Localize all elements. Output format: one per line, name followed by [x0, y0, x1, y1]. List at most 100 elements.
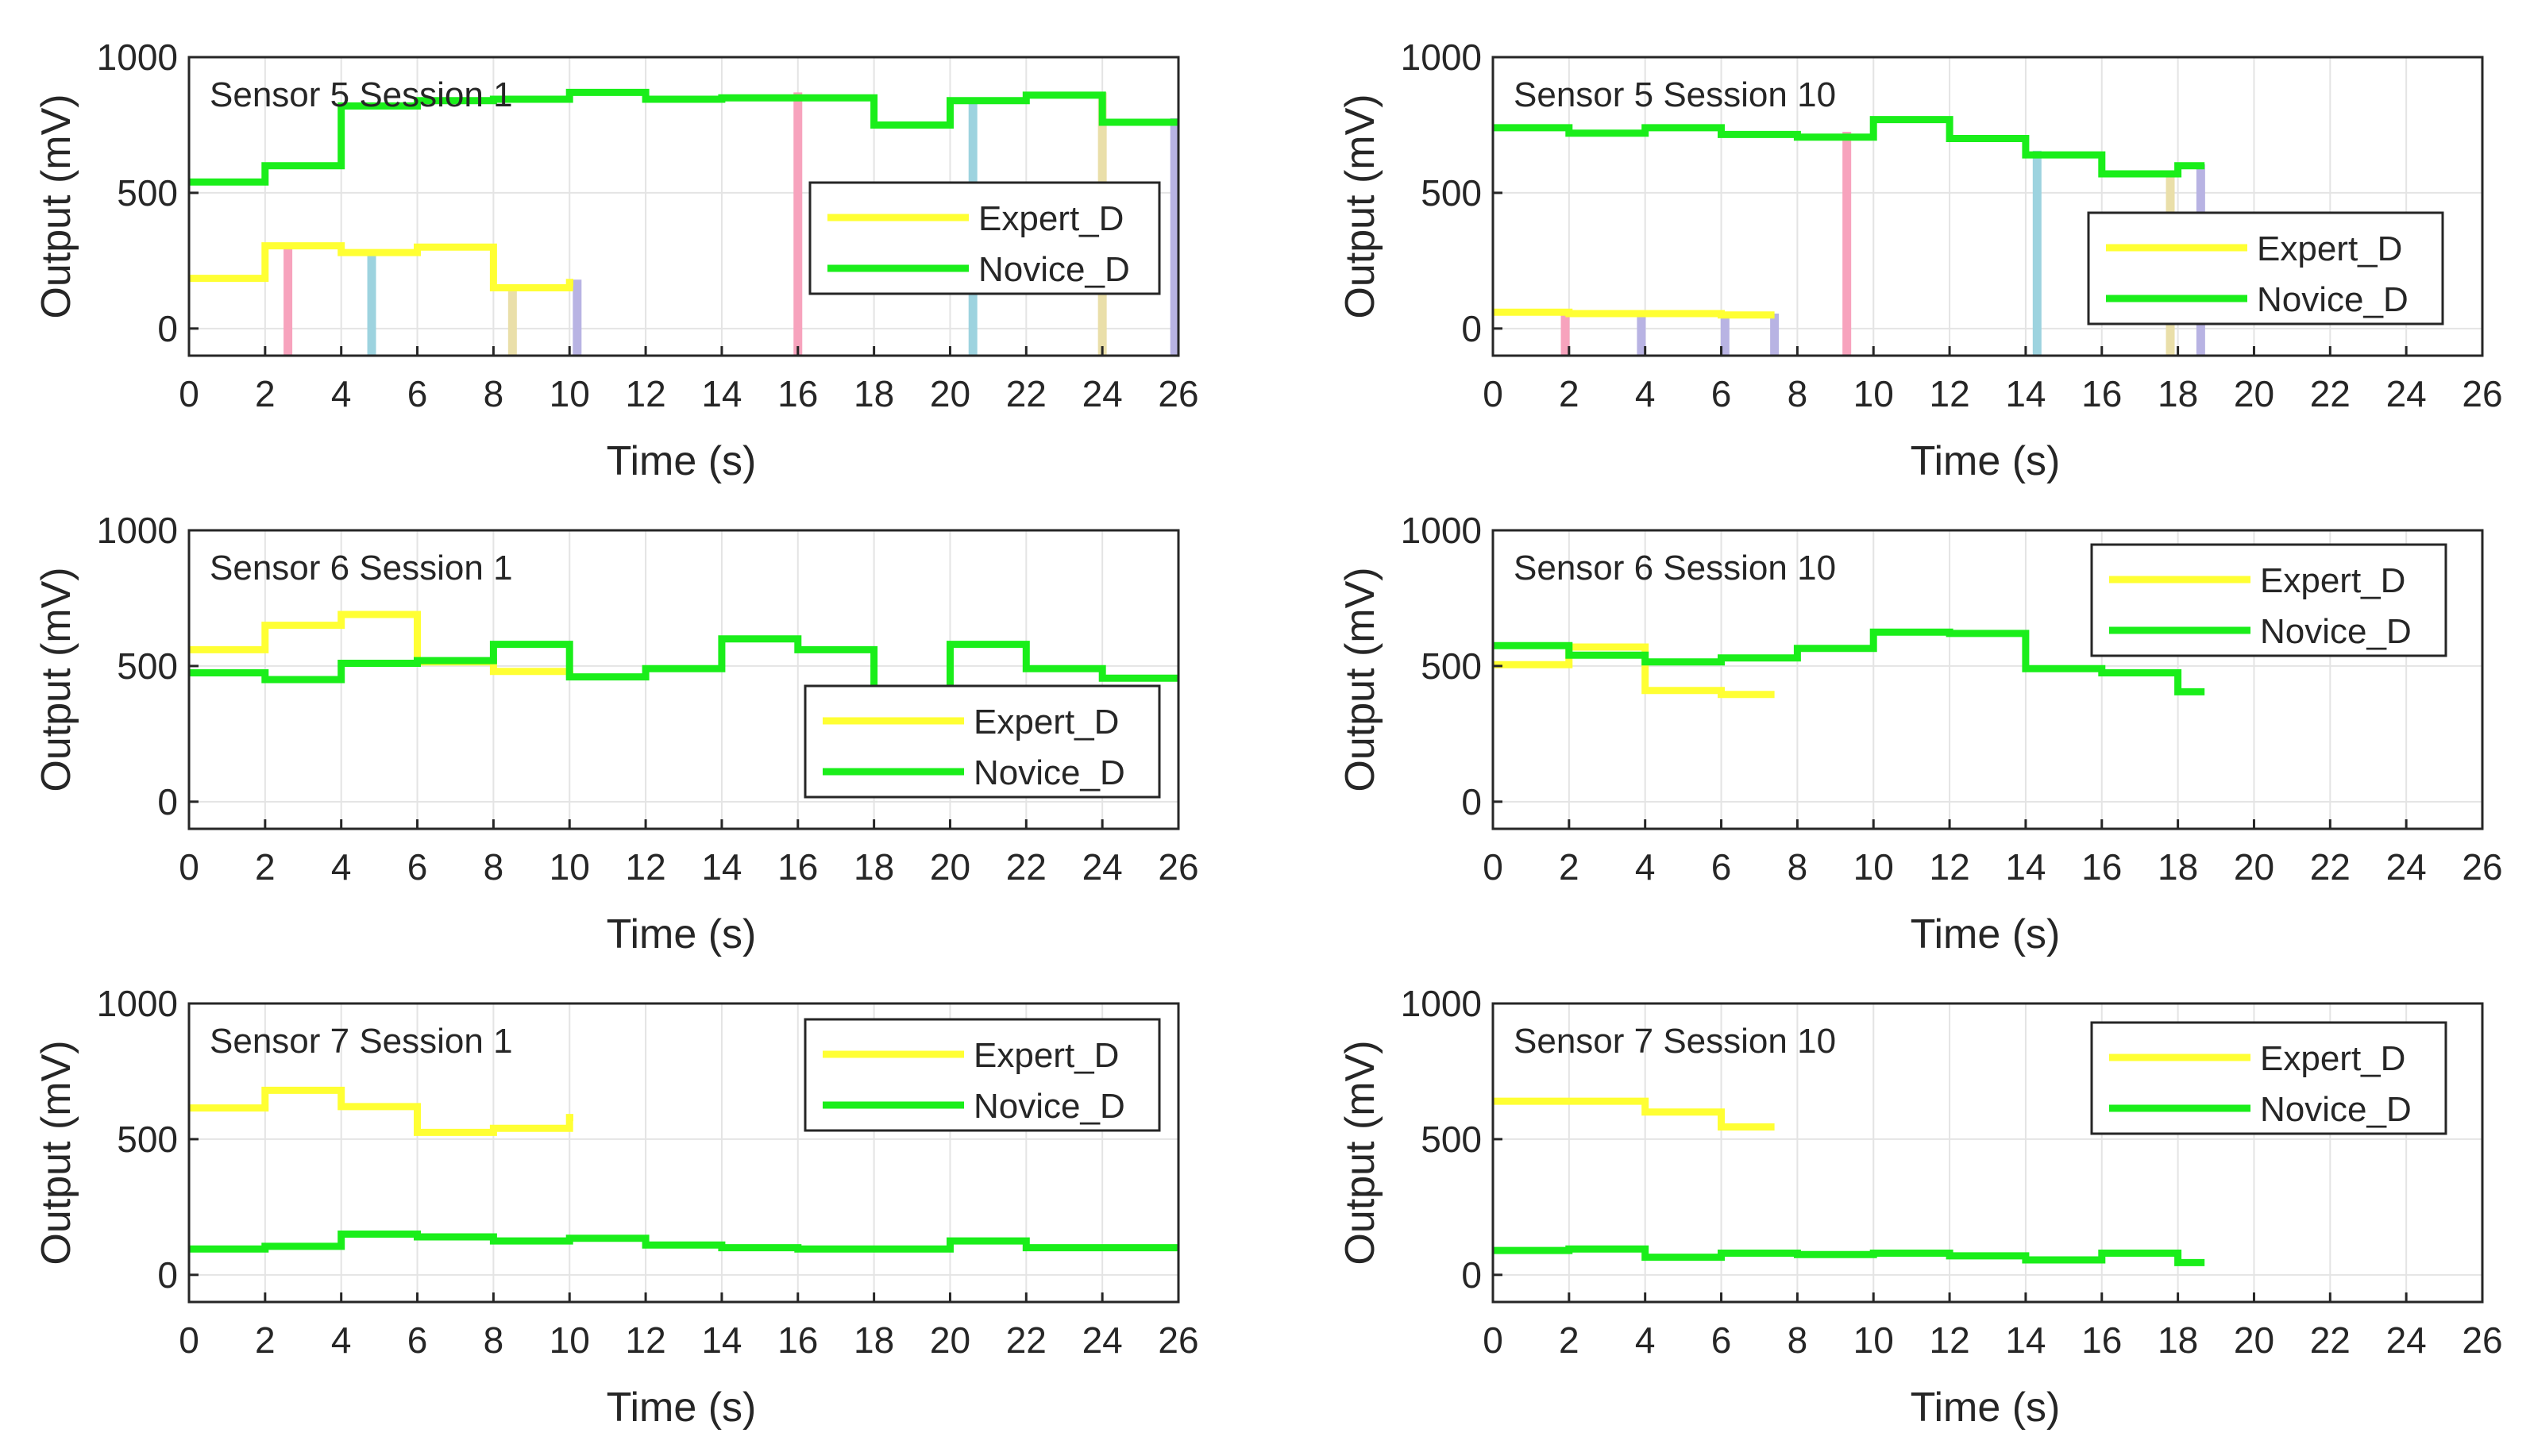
y-tick-label: 0 [157, 1254, 178, 1296]
data-series [189, 611, 1178, 695]
y-tick-label: 1000 [1401, 983, 1482, 1024]
legend-label-expert: Expert_D [2257, 229, 2402, 268]
series-line-novice-d [1493, 116, 2205, 178]
x-tick-label: 4 [1635, 1319, 1656, 1361]
x-tick-label: 26 [1158, 373, 1198, 414]
y-axis-label: Output (mV) [33, 1040, 79, 1265]
axes-box [187, 1002, 1180, 1304]
x-tick-label: 0 [1483, 373, 1503, 414]
y-axis-label: Output (mV) [33, 94, 79, 318]
x-tick-label: 16 [777, 846, 818, 888]
data-series [1493, 1097, 2205, 1266]
x-tick-label: 22 [1006, 1319, 1047, 1361]
x-tick-label: 14 [2005, 373, 2046, 414]
chart-title: Sensor 6 Session 10 [1514, 549, 1836, 587]
legend-label-novice: Novice_D [974, 1087, 1125, 1126]
x-tick-label: 26 [2462, 846, 2502, 888]
x-tick-label: 4 [331, 373, 352, 414]
y-tick-label: 1000 [97, 37, 178, 78]
series-line-novice-d [189, 635, 1178, 695]
data-series [189, 88, 1178, 291]
legend: Expert_D Novice_D [804, 684, 1161, 799]
y-tick-label: 0 [1461, 781, 1482, 822]
series-line-expert-d [189, 1086, 573, 1136]
x-tick-label: 20 [2234, 1319, 2274, 1361]
data-series [1493, 116, 2205, 319]
x-tick-label: 2 [255, 373, 276, 414]
chart-title: Sensor 7 Session 10 [1514, 1022, 1836, 1061]
y-tick-label: 1000 [1401, 37, 1482, 78]
x-tick-label: 12 [625, 846, 665, 888]
x-tick-label: 0 [179, 373, 199, 414]
axes-box [187, 529, 1180, 830]
data-series [189, 1086, 1178, 1253]
x-tick-label: 22 [2310, 373, 2351, 414]
x-tick-label: 14 [701, 846, 742, 888]
x-tick-label: 2 [255, 1319, 276, 1361]
x-tick-label: 20 [2234, 846, 2274, 888]
y-tick-label: 0 [1461, 1254, 1482, 1296]
legend-label-novice: Novice_D [978, 250, 1130, 289]
x-tick-label: 14 [2005, 846, 2046, 888]
series-line-expert-d [189, 242, 573, 291]
y-axis-label: Output (mV) [1337, 94, 1383, 318]
chart-title: Sensor 5 Session 10 [1514, 75, 1836, 114]
x-tick-label: 2 [1559, 1319, 1579, 1361]
x-tick-label: 0 [179, 846, 199, 888]
series-line-expert-d [1493, 643, 1775, 699]
chart-title: Sensor 6 Session 1 [210, 549, 513, 587]
x-tick-label: 4 [1635, 373, 1656, 414]
y-tick-label: 0 [1461, 308, 1482, 349]
data-series [1493, 628, 2205, 699]
x-tick-label: 22 [2310, 846, 2351, 888]
x-tick-label: 16 [2081, 1319, 2122, 1361]
x-tick-label: 0 [1483, 1319, 1503, 1361]
x-tick-label: 18 [854, 373, 894, 414]
series-line-novice-d [1493, 628, 2205, 695]
x-tick-label: 26 [1158, 846, 1198, 888]
series-line-novice-d [1493, 1245, 2205, 1266]
x-axis-label: Time (s) [607, 911, 757, 957]
series-line-novice-d [189, 1231, 1178, 1253]
x-tick-label: 18 [2158, 846, 2198, 888]
x-tick-label: 6 [1711, 846, 1732, 888]
x-axis-label: Time (s) [607, 438, 757, 484]
legend-label-expert: Expert_D [974, 1036, 1119, 1075]
axes-box [1491, 529, 2484, 830]
x-tick-label: 16 [2081, 373, 2122, 414]
x-tick-label: 6 [1711, 1319, 1732, 1361]
x-tick-label: 18 [2158, 373, 2198, 414]
x-tick-label: 10 [550, 846, 590, 888]
x-tick-label: 8 [1788, 1319, 1808, 1361]
x-tick-label: 8 [484, 1319, 504, 1361]
y-tick-label: 1000 [97, 510, 178, 551]
x-tick-label: 0 [179, 1319, 199, 1361]
x-tick-label: 26 [2462, 1319, 2502, 1361]
x-tick-label: 24 [1082, 846, 1123, 888]
legend-label-novice: Novice_D [974, 753, 1125, 792]
x-tick-label: 2 [1559, 846, 1579, 888]
x-tick-label: 20 [930, 846, 970, 888]
x-tick-label: 0 [1483, 846, 1503, 888]
chart-title: Sensor 7 Session 1 [210, 1022, 513, 1061]
x-tick-label: 6 [407, 1319, 428, 1361]
y-axis-label: Output (mV) [1337, 567, 1383, 792]
x-tick-label: 10 [1853, 846, 1894, 888]
y-tick-label: 0 [157, 781, 178, 822]
legend-box [804, 1018, 1161, 1132]
legend-box [2090, 1021, 2447, 1135]
x-tick-label: 12 [625, 1319, 665, 1361]
y-axis-label: Output (mV) [33, 567, 79, 792]
legend-label-expert: Expert_D [978, 199, 1124, 238]
x-tick-label: 8 [484, 373, 504, 414]
